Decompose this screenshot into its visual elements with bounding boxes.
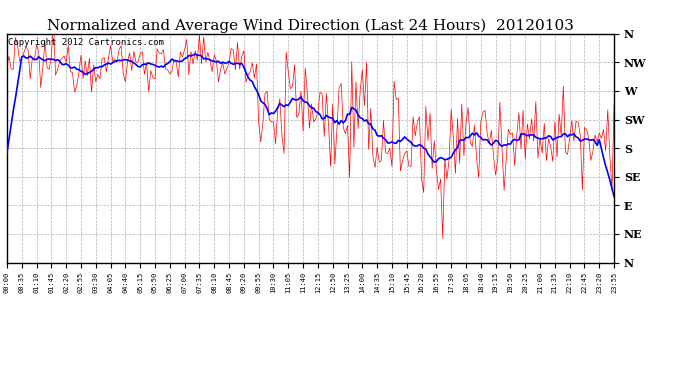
Title: Normalized and Average Wind Direction (Last 24 Hours)  20120103: Normalized and Average Wind Direction (L…	[47, 18, 574, 33]
Text: Copyright 2012 Cartronics.com: Copyright 2012 Cartronics.com	[8, 38, 164, 47]
